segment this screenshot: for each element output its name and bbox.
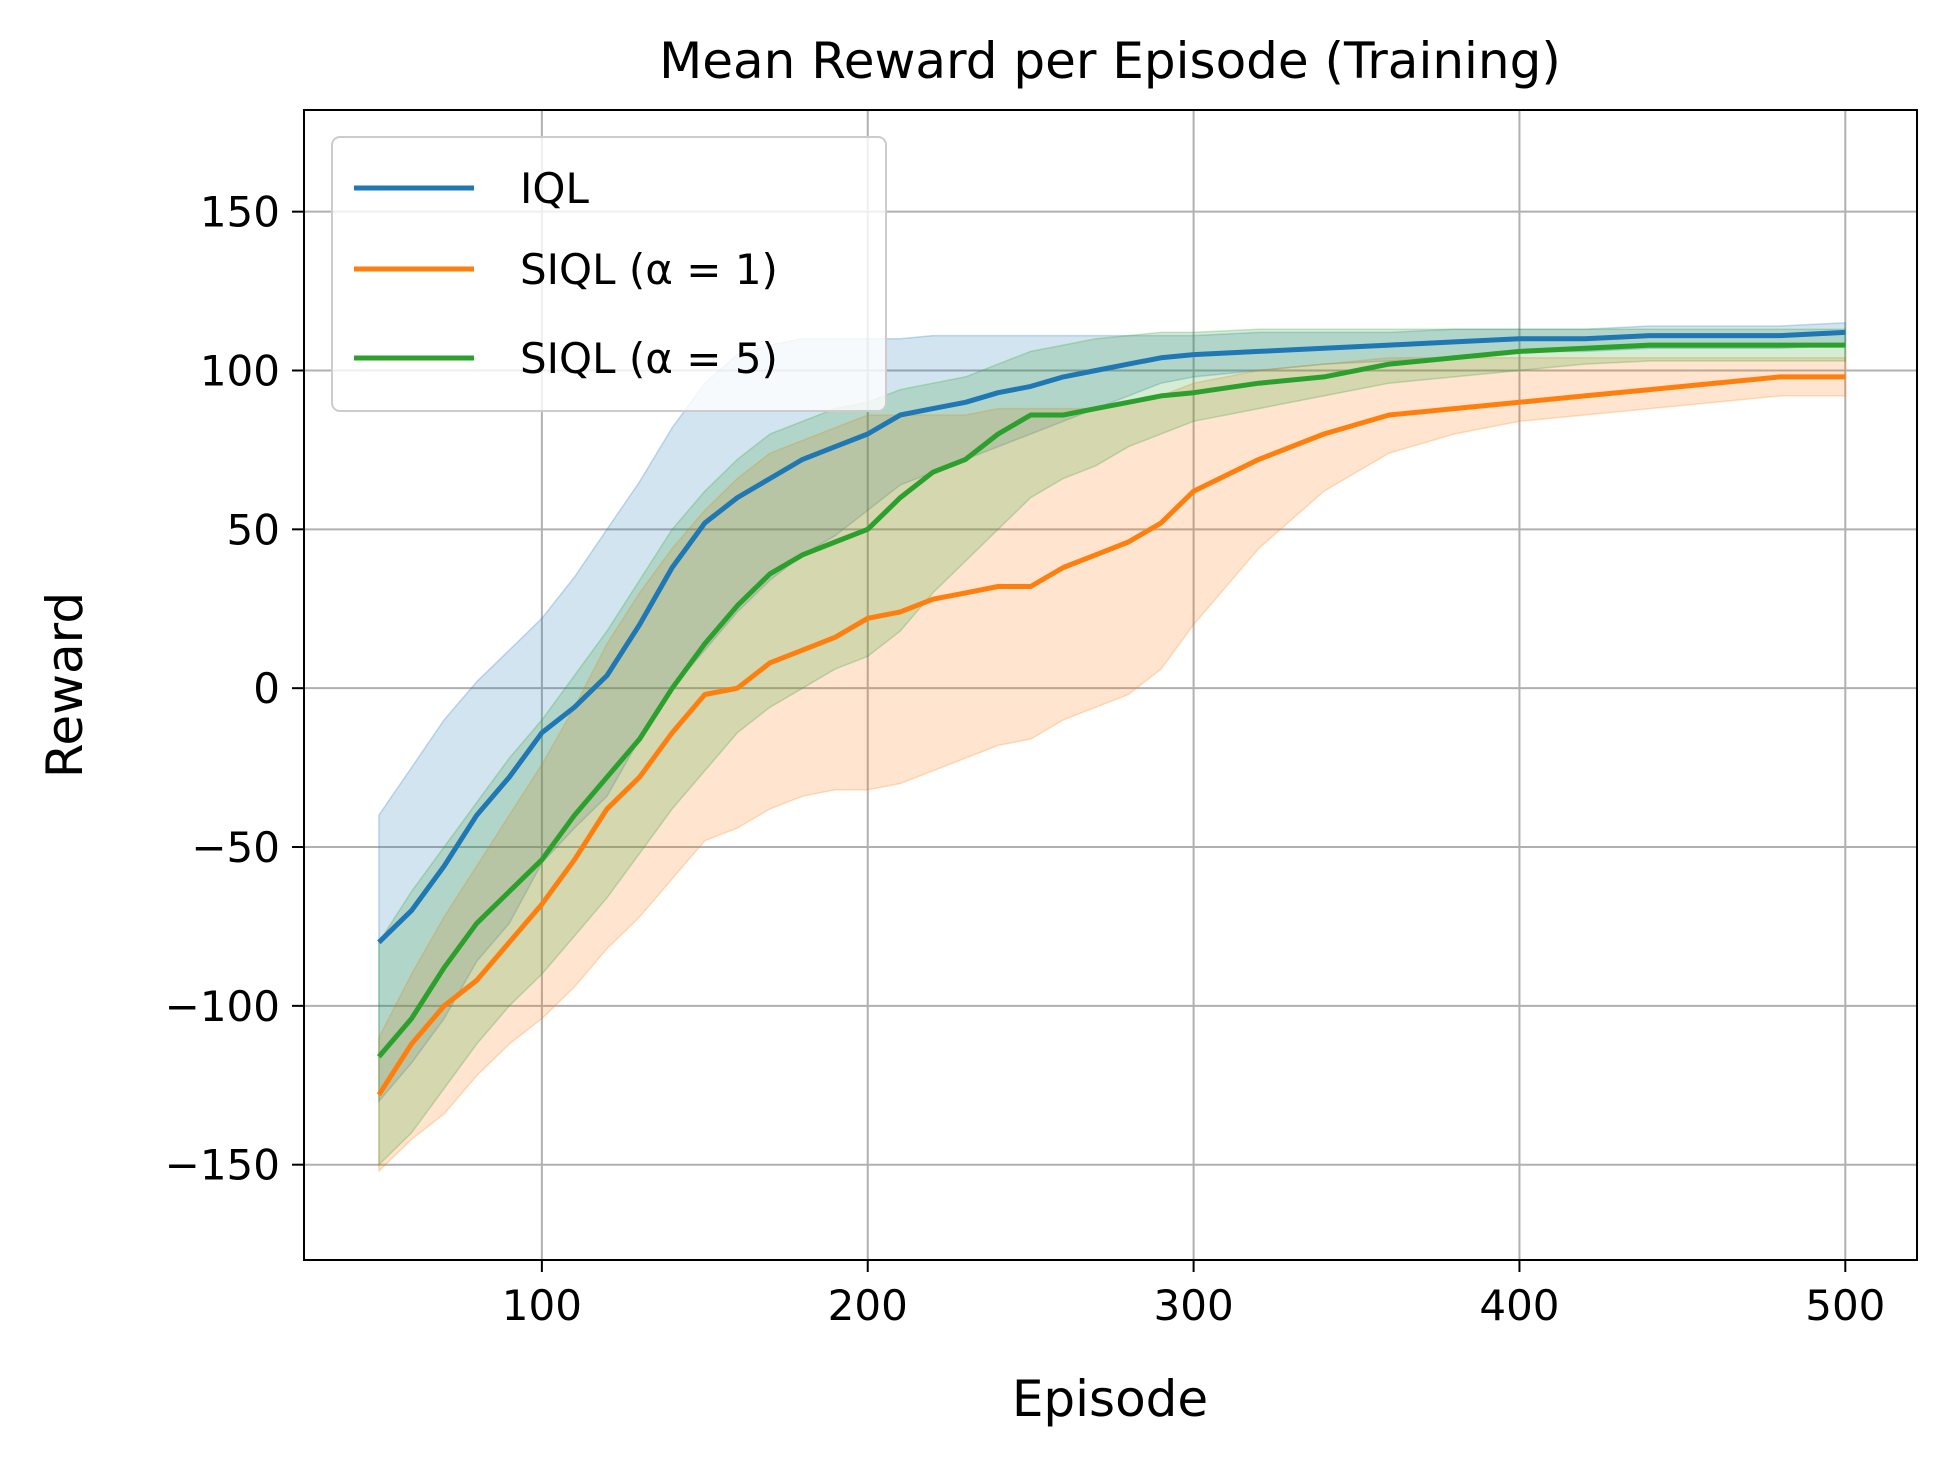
x-tick-label: 100 (502, 1281, 582, 1330)
legend-label-iql: IQL (520, 164, 589, 213)
legend-label-siql-alpha-5: SIQL (α = 5) (520, 334, 778, 383)
y-tick-label: −150 (165, 1141, 280, 1190)
y-tick-label: 50 (227, 505, 280, 554)
legend: IQL SIQL (α = 1) SIQL (α = 5) (331, 136, 887, 412)
y-tick-label: 0 (253, 664, 280, 713)
line-iql (377, 329, 1846, 945)
y-tick-label: −50 (191, 823, 280, 872)
y-tick-label: 150 (200, 188, 280, 237)
band-siql-alpha-1 (378, 357, 1847, 1173)
ticks: 100 200 300 400 500 −150 −100 −50 0 50 100 150 (165, 188, 1886, 1330)
band-siql-alpha-5 (378, 328, 1847, 1167)
legend-label-siql-alpha-1: SIQL (α = 1) (520, 245, 778, 294)
x-tick-label: 500 (1805, 1281, 1885, 1330)
x-tick-label: 300 (1154, 1281, 1234, 1330)
series-lines (376, 329, 1846, 1097)
axes-frame (303, 109, 1918, 1261)
y-axis-label: Reward (36, 592, 94, 778)
x-tick-label: 400 (1479, 1281, 1559, 1330)
chart-title: Mean Reward per Episode (Training) (659, 32, 1561, 90)
grid (304, 110, 1917, 1260)
y-tick-label: 100 (200, 346, 280, 395)
x-tick-label: 200 (828, 1281, 908, 1330)
y-tick-label: −100 (165, 982, 280, 1031)
legend-box (331, 136, 887, 412)
line-siql-alpha-1 (376, 374, 1846, 1097)
line-siql-alpha-5 (377, 342, 1846, 1059)
x-axis-label: Episode (1012, 1370, 1208, 1428)
